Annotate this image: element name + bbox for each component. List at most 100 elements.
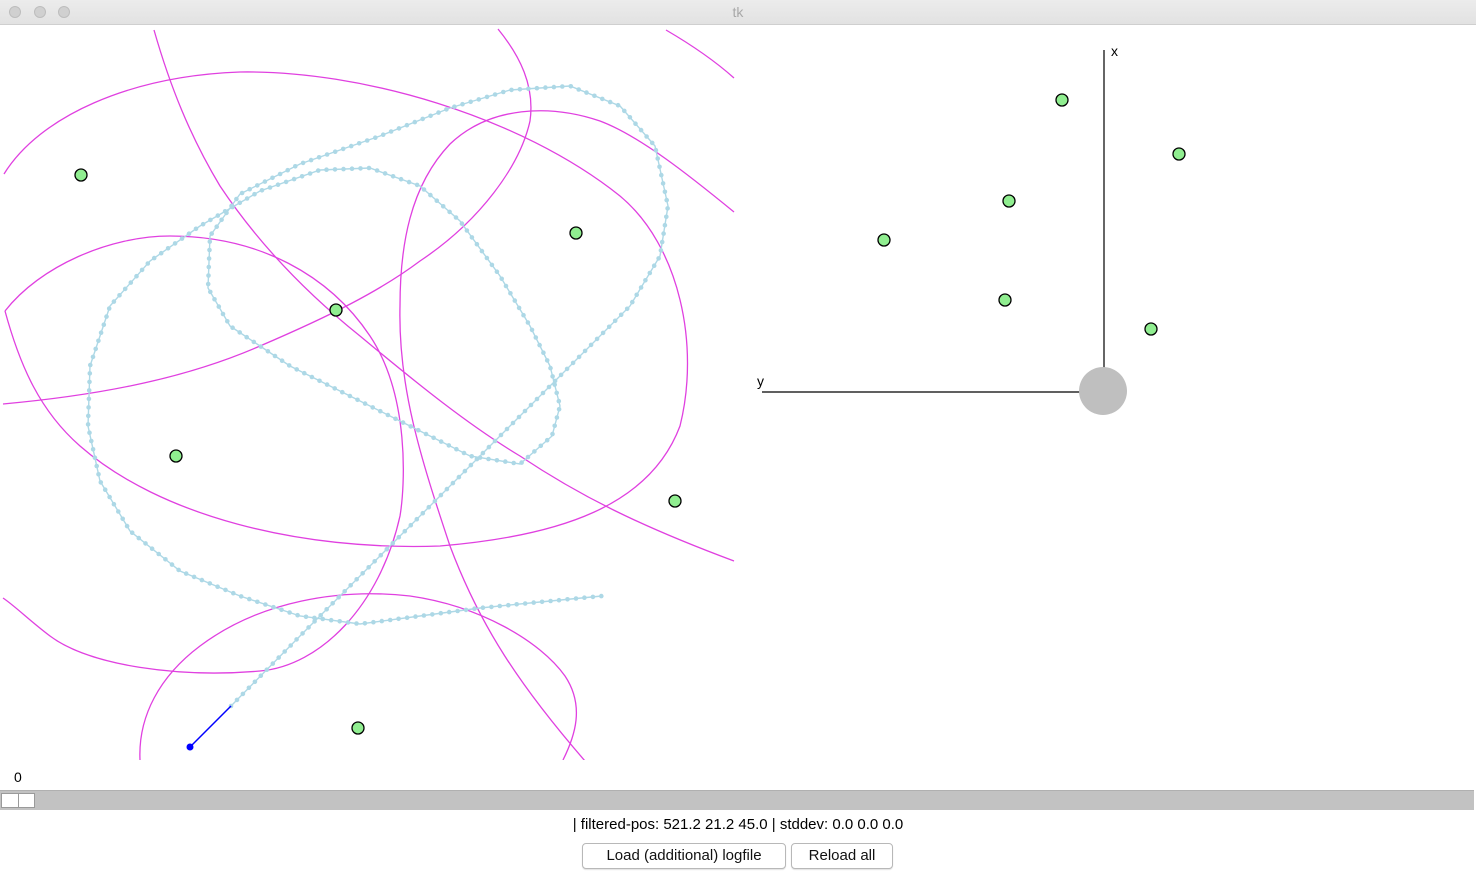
trajectory-point <box>503 283 509 289</box>
trajectory-point <box>332 167 338 172</box>
trajectory-point <box>318 613 324 618</box>
trajectory-point <box>275 182 281 187</box>
trajectory-point <box>312 619 317 624</box>
trajectory-point <box>504 426 510 432</box>
landmark-marker <box>998 293 1012 307</box>
trajectory-point <box>550 431 555 437</box>
trajectory-point <box>532 449 537 454</box>
window-titlebar: tk <box>0 0 1476 25</box>
trajectory-point <box>606 324 612 330</box>
trajectory-point <box>317 378 322 384</box>
trajectory-point <box>362 621 368 626</box>
reload-all-button[interactable]: Reload all <box>791 843 893 869</box>
landmark-marker <box>877 233 891 247</box>
trajectory-point <box>244 196 250 201</box>
trajectory-point <box>497 603 503 609</box>
landmark-marker <box>74 168 88 182</box>
trajectory-point <box>347 393 353 399</box>
trajectory-point <box>209 231 214 236</box>
trajectory-point <box>124 523 130 529</box>
map-view <box>2 28 735 760</box>
minimize-window-button[interactable] <box>34 6 46 18</box>
trajectory-point <box>337 619 343 624</box>
trajectory-point <box>446 609 452 615</box>
landmark-marker <box>1172 147 1186 161</box>
trajectory-point <box>657 164 662 170</box>
trajectory-point <box>237 200 243 206</box>
trajectory-point <box>116 509 121 514</box>
trajectory-point <box>537 342 542 348</box>
trajectory-point <box>452 104 457 109</box>
trajectory-point <box>345 620 351 625</box>
trajectory-point <box>86 413 91 419</box>
trajectory-point <box>662 189 668 195</box>
frame-index-value: 0 <box>14 769 22 785</box>
trajectory-point <box>251 339 257 345</box>
trajectory-point <box>446 443 452 448</box>
trajectory-point <box>600 96 605 102</box>
trajectory-point <box>205 281 211 287</box>
zoom-window-button[interactable] <box>58 6 70 18</box>
trajectory-point <box>287 610 292 615</box>
trajectory-point <box>358 166 363 171</box>
trajectory-point <box>634 292 639 298</box>
trajectory-point <box>390 174 396 179</box>
frame-scale-handle[interactable] <box>1 793 35 808</box>
trajectory-point <box>193 226 199 232</box>
trajectory-line <box>87 85 669 707</box>
trajectory-point <box>406 179 412 185</box>
trajectory-point <box>379 618 385 624</box>
robot-trajectory <box>85 84 670 709</box>
trajectory-point <box>423 431 429 437</box>
trajectory-point <box>438 439 444 444</box>
trajectory-point <box>462 468 468 474</box>
trajectory-point <box>393 416 398 422</box>
trajectory-point <box>320 616 326 622</box>
close-window-button[interactable] <box>9 6 21 18</box>
landmark-marker <box>668 494 682 508</box>
trajectory-point <box>336 595 342 600</box>
trajectory-point <box>432 498 438 504</box>
trajectory-point <box>421 613 427 618</box>
trajectory-point <box>565 597 570 602</box>
trajectory-point <box>302 370 307 376</box>
trajectory-point <box>661 231 666 236</box>
trajectory-point <box>582 348 588 354</box>
trajectory-point <box>573 596 579 601</box>
trajectory-point <box>388 129 394 134</box>
trajectory-point <box>539 599 545 605</box>
trajectory-point <box>270 661 276 666</box>
frame-scale-trough[interactable] <box>0 790 1474 810</box>
trajectory-point <box>489 604 494 610</box>
trajectory-point <box>267 185 273 190</box>
trajectory-point <box>463 607 469 613</box>
trajectory-point <box>191 574 197 580</box>
trajectory-point <box>87 371 93 376</box>
trajectory-point <box>477 455 483 460</box>
trajectory-point <box>659 172 664 178</box>
load-logfile-button[interactable]: Load (additional) logfile <box>582 843 786 869</box>
trajectory-point <box>354 577 360 582</box>
trajectory-point <box>258 673 264 678</box>
trajectory-point <box>206 264 212 270</box>
trajectory-point <box>430 612 435 617</box>
trajectory-point <box>276 655 282 660</box>
trajectory-point <box>630 299 635 305</box>
trajectory-point <box>385 412 391 418</box>
trajectory-point <box>568 84 574 89</box>
particle-curve <box>399 110 735 760</box>
trajectory-point <box>96 472 101 477</box>
trajectory-point <box>509 87 514 93</box>
trajectory-point <box>101 322 107 328</box>
trajectory-point <box>590 594 596 600</box>
trajectory-point <box>649 140 655 146</box>
trajectory-point <box>136 535 142 541</box>
trajectory-point <box>486 456 491 462</box>
trajectory-point <box>134 273 139 279</box>
trajectory-point <box>468 462 474 468</box>
trajectory-point <box>111 299 117 304</box>
trajectory-point <box>212 297 217 302</box>
trajectory-point <box>186 231 192 236</box>
trajectory-point <box>554 415 560 420</box>
trajectory-point <box>380 132 386 137</box>
